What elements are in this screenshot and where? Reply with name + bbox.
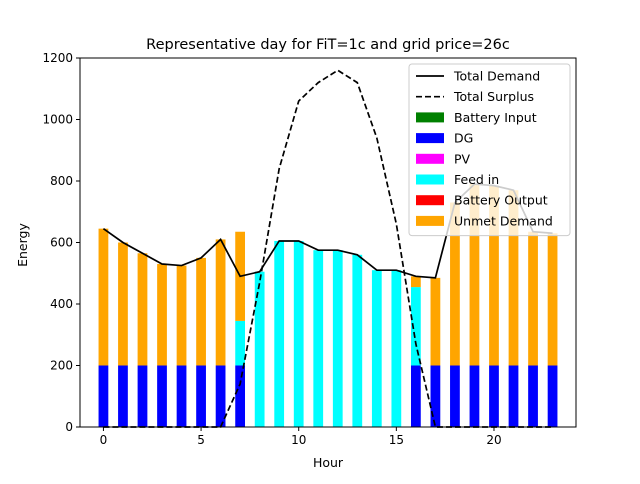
- y-tick-label: 400: [50, 297, 73, 311]
- bar-feed-in: [391, 270, 402, 427]
- bar-feed-in: [254, 271, 265, 427]
- bar-unmet-demand: [98, 228, 109, 366]
- legend-label-unmet-demand: Unmet Demand: [454, 213, 553, 228]
- x-tick-label: 0: [100, 433, 108, 447]
- bar-dg: [508, 365, 519, 427]
- legend-label-dg: DG: [454, 131, 473, 146]
- bar-dg: [547, 365, 558, 427]
- legend-swatch-pv: [416, 153, 444, 164]
- chart-title: Representative day for FiT=1c and grid p…: [146, 37, 510, 53]
- legend: Total Demand Total Surplus Battery Input DG…: [408, 63, 571, 237]
- legend-swatch-battery-input: [416, 112, 444, 123]
- bar-unmet-demand: [215, 239, 226, 366]
- y-axis-label: Energy: [15, 223, 30, 267]
- legend-swatch-dg: [416, 133, 444, 144]
- bar-unmet-demand: [176, 265, 187, 366]
- bar-unmet-demand: [410, 276, 421, 288]
- y-tick-label: 800: [50, 174, 73, 188]
- bar-feed-in: [235, 320, 246, 366]
- legend-swatch-feed-in: [416, 174, 444, 185]
- bar-dg: [157, 365, 167, 427]
- bar-dg: [196, 365, 206, 427]
- y-tick-label: 1200: [42, 51, 73, 65]
- legend-label-pv: PV: [454, 151, 471, 166]
- bar-dg: [430, 365, 441, 427]
- bar-dg: [528, 365, 538, 427]
- bar-unmet-demand: [547, 233, 558, 366]
- bar-unmet-demand: [157, 264, 167, 366]
- y-tick-label: 200: [50, 359, 73, 373]
- bar-dg: [450, 365, 460, 427]
- x-tick-label: 5: [197, 433, 205, 447]
- legend-label-total-surplus: Total Surplus: [453, 89, 534, 104]
- legend-swatch-battery-output: [416, 195, 444, 206]
- y-tick-label: 600: [50, 236, 73, 250]
- legend-box: [408, 63, 571, 237]
- bar-dg: [176, 365, 187, 427]
- bar-dg: [469, 365, 480, 427]
- x-tick-label: 10: [291, 433, 306, 447]
- x-axis-label: Hour: [313, 455, 344, 470]
- legend-swatch-unmet-demand: [416, 215, 444, 226]
- bar-feed-in: [352, 254, 363, 427]
- bar-unmet-demand: [430, 277, 441, 366]
- x-tick-label: 15: [389, 433, 404, 447]
- bar-feed-in: [410, 287, 421, 366]
- y-tick-label: 0: [65, 420, 73, 434]
- x-tick-label: 20: [486, 433, 501, 447]
- bar-dg: [98, 365, 109, 427]
- bar-feed-in: [293, 240, 304, 427]
- legend-label-feed-in: Feed in: [454, 172, 499, 187]
- bar-dg: [137, 365, 148, 427]
- bar-feed-in: [274, 240, 285, 427]
- bar-unmet-demand: [137, 253, 148, 366]
- bar-feed-in: [313, 250, 324, 427]
- y-tick-label: 1000: [42, 113, 73, 127]
- bar-unmet-demand: [508, 190, 519, 366]
- legend-label-battery-output: Battery Output: [454, 193, 548, 208]
- legend-label-total-demand: Total Demand: [453, 69, 540, 84]
- bar-feed-in: [371, 270, 382, 427]
- bar-unmet-demand: [489, 185, 499, 366]
- bar-dg: [489, 365, 499, 427]
- bar-unmet-demand: [469, 184, 480, 366]
- bar-dg: [410, 365, 421, 427]
- bar-dg: [118, 365, 128, 427]
- bar-feed-in: [332, 250, 343, 427]
- bar-dg: [235, 365, 246, 427]
- bar-dg: [215, 365, 226, 427]
- bar-unmet-demand: [196, 257, 206, 366]
- bar-unmet-demand: [118, 242, 128, 366]
- bar-unmet-demand: [528, 231, 538, 366]
- legend-label-battery-input: Battery Input: [454, 110, 537, 125]
- bar-unmet-demand: [450, 202, 460, 366]
